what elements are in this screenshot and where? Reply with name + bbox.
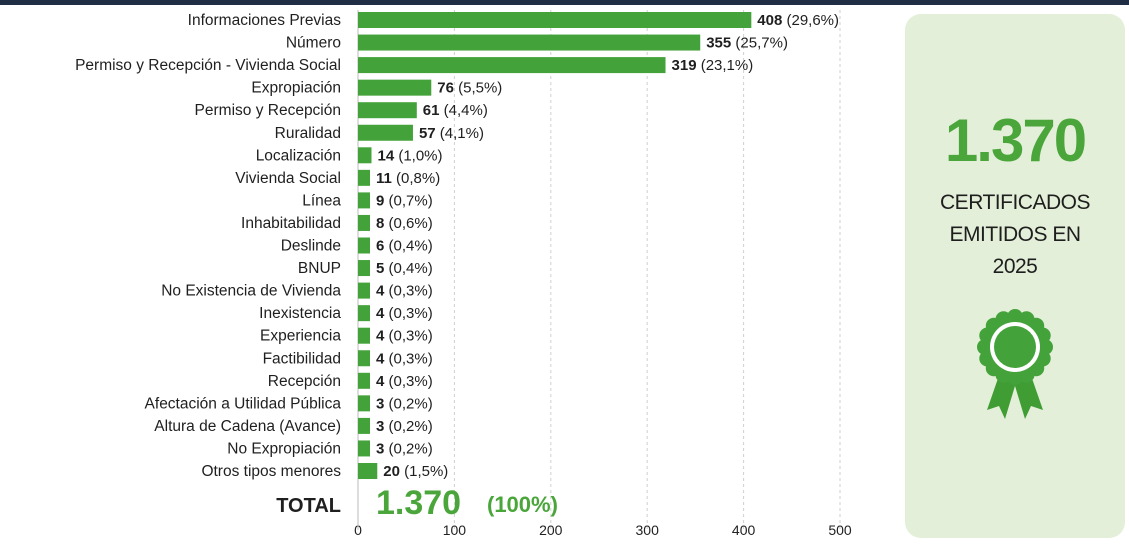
bar [358,440,370,457]
bar [358,57,666,74]
data-label: 3 (0,2%) [376,395,433,412]
bar [358,237,370,254]
x-tick-label: 0 [354,522,362,538]
data-label: 4 (0,3%) [376,305,433,322]
data-label: 20 (1,5%) [383,463,448,480]
data-label: 355 (25,7%) [706,35,788,52]
data-label: 14 (1,0%) [377,147,442,164]
category-label: Localización [256,147,341,164]
data-label: 57 (4,1%) [419,125,484,142]
data-label: 4 (0,3%) [376,373,433,390]
bar [358,34,701,51]
category-label: Inhabitabilidad [241,215,341,232]
bar [358,372,370,389]
bar [358,260,370,277]
data-label: 4 (0,3%) [376,328,433,345]
x-tick-label: 100 [443,522,467,538]
category-label: BNUP [298,260,341,277]
x-tick-label: 400 [732,522,756,538]
bar [358,147,372,164]
data-label: 4 (0,3%) [376,350,433,367]
certificates-total-number: 1.370 [944,107,1087,174]
bar [358,192,370,209]
x-tick-label: 500 [828,522,852,538]
card-text-line-1: CERTIFICADOS [940,191,1090,214]
category-label: Altura de Cadena (Avance) [154,418,341,435]
category-label: Línea [302,192,341,209]
data-label: 3 (0,2%) [376,418,433,435]
category-label: No Expropiación [227,440,341,457]
bar [358,327,370,344]
card-text-line-2: EMITIDOS EN [949,223,1081,246]
data-label: 408 (29,6%) [757,12,839,29]
category-label: Permiso y Recepción [195,102,341,119]
category-label: Vivienda Social [235,170,341,187]
bar [358,124,413,141]
category-label: Deslinde [281,238,341,255]
data-label: 9 (0,7%) [376,192,433,209]
data-label: 6 (0,4%) [376,238,433,255]
category-label: Experiencia [260,328,341,345]
bar [358,79,432,96]
award-ribbon-icon [977,309,1053,419]
bar [358,395,370,412]
bar [358,102,417,119]
bar [358,350,370,367]
x-tick-label: 200 [539,522,563,538]
bar [358,305,370,322]
category-label: No Existencia de Vivienda [161,283,341,300]
data-label: 319 (23,1%) [672,57,754,74]
bar [358,169,370,186]
data-label: 4 (0,3%) [376,283,433,300]
bar-chart: 0 100 200 300 400 500 Informaciones Previas 408… [75,10,852,538]
data-label: 3 (0,2%) [376,440,433,457]
x-tick-label: 300 [636,522,660,538]
card-text-line-3: 2025 [992,255,1038,278]
bar [358,282,370,299]
total-value: 1.370 [376,484,461,522]
bar [358,417,370,434]
category-label: Recepción [268,373,341,390]
bar [358,12,752,28]
category-label: Expropiación [251,80,341,97]
data-label: 5 (0,4%) [376,260,433,277]
top-accent-bar [0,0,1129,5]
summary-card: 1.370 CERTIFICADOS EMITIDOS EN 2025 [905,14,1125,538]
category-label: Inexistencia [259,305,341,322]
data-label: 76 (5,5%) [437,80,502,97]
category-label: Ruralidad [275,125,341,142]
category-label: Permiso y Recepción - Vivienda Social [75,57,341,74]
category-label: Afectación a Utilidad Pública [145,395,342,412]
data-label: 11 (0,8%) [376,170,440,187]
category-label: Factibilidad [263,350,341,367]
total-percent: (100%) [487,492,558,517]
category-label: Informaciones Previas [188,12,342,29]
category-label: Número [286,35,341,52]
bar [358,214,370,231]
category-label: Otros tipos menores [201,463,341,480]
data-label: 8 (0,6%) [376,215,433,232]
data-label: 61 (4,4%) [423,102,488,119]
total-label: TOTAL [276,495,341,517]
bar [358,463,378,479]
